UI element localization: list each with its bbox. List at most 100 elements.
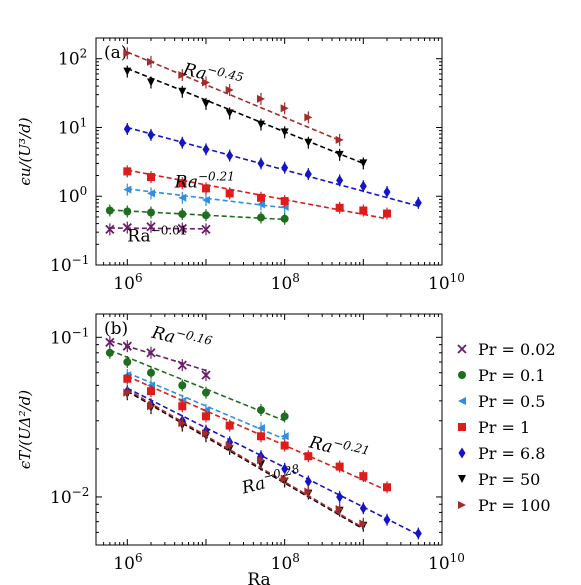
panel-b: 106 108 1010 10−2 10−1 ϵT/(UΔ²/d) Ra (b) Ra−0.16… <box>16 313 465 585</box>
legend-label: Pr = 100 <box>478 496 551 515</box>
data-point <box>146 348 156 358</box>
y-tick-label: 100 <box>58 184 87 207</box>
data-point <box>225 86 234 95</box>
x-tick-label: 106 <box>113 551 142 574</box>
data-point <box>225 421 234 430</box>
data-point <box>225 109 234 118</box>
annotation: Ra−0.01 <box>127 223 187 246</box>
annotation: Ra−0.28 <box>238 461 303 498</box>
data-point <box>335 150 344 159</box>
legend-label: Pr = 0.02 <box>478 340 556 359</box>
data-point <box>177 223 187 234</box>
data-point <box>178 70 187 79</box>
y-tick-label: 101 <box>58 115 87 138</box>
data-point <box>105 337 115 347</box>
series-Pr50 <box>123 388 368 532</box>
data-point <box>226 150 234 162</box>
y-axis-label: ϵu/(U³/d) <box>16 117 34 185</box>
data-point <box>359 472 368 481</box>
data-point <box>256 213 265 222</box>
y-tick-label: 10−1 <box>50 253 89 276</box>
data-point <box>146 402 155 411</box>
data-point <box>225 441 234 450</box>
data-point <box>146 368 155 377</box>
series-Pr002 <box>105 220 211 236</box>
data-point <box>147 129 155 141</box>
data-point <box>280 197 289 206</box>
data-point <box>359 519 368 528</box>
data-point <box>359 159 368 168</box>
data-point <box>201 224 211 234</box>
legend-label: Pr = 0.5 <box>478 392 545 411</box>
series-Pr100 <box>123 47 344 146</box>
data-point <box>201 370 211 380</box>
x-axis-label: Ra <box>247 570 270 585</box>
series-Pr68 <box>123 385 422 540</box>
data-point <box>146 173 155 182</box>
legend-marker <box>458 447 466 459</box>
data-point <box>201 412 210 421</box>
data-point <box>256 432 265 441</box>
fit-line <box>126 390 364 530</box>
data-point <box>201 184 210 193</box>
data-point <box>123 207 132 216</box>
data-point <box>201 388 210 397</box>
data-point <box>256 424 265 433</box>
data-point <box>123 167 132 176</box>
data-point <box>257 157 265 169</box>
data-point <box>383 514 391 526</box>
fit-line <box>127 126 419 207</box>
plot-frame <box>95 37 443 266</box>
data-point <box>280 128 289 137</box>
data-point <box>281 162 289 174</box>
annotation: Ra−0.21 <box>174 169 235 192</box>
data-point <box>335 462 344 471</box>
data-point <box>335 505 344 514</box>
data-point <box>146 57 155 66</box>
data-point <box>146 78 155 87</box>
data-point <box>280 412 289 421</box>
data-point <box>304 113 313 122</box>
fit-line <box>127 67 364 165</box>
legend-marker <box>458 397 466 405</box>
legend-marker <box>458 423 466 431</box>
y-tick-label: 10−1 <box>50 325 89 348</box>
data-point <box>177 360 187 370</box>
data-point <box>201 211 210 220</box>
fit-line <box>109 340 207 372</box>
data-point <box>304 487 313 496</box>
data-point <box>178 137 186 149</box>
annotation-text: Ra−0.16 <box>149 320 214 357</box>
data-point <box>178 179 187 188</box>
data-point <box>123 49 132 58</box>
data-point <box>201 99 210 108</box>
data-point <box>201 78 210 87</box>
annotation-text: Ra−0.01 <box>127 223 187 246</box>
annotation-text: Ra−0.28 <box>238 461 303 498</box>
y-tick-label: 102 <box>58 47 87 70</box>
series-Pr100 <box>123 386 368 530</box>
data-point <box>256 456 265 465</box>
data-point <box>146 208 155 217</box>
y-tick-label: 10−2 <box>50 485 89 508</box>
fit-line <box>126 387 419 536</box>
data-point <box>105 348 114 357</box>
data-point <box>280 104 289 113</box>
data-point <box>105 224 115 234</box>
data-point <box>383 186 391 198</box>
series-Pr68 <box>123 122 422 209</box>
x-tick-label: 1010 <box>428 551 465 574</box>
data-point <box>202 143 210 155</box>
data-point <box>178 210 187 219</box>
data-point <box>201 196 210 205</box>
data-point <box>123 123 131 135</box>
y-axis-label: ϵT/(UΔ²/d) <box>16 390 34 469</box>
legend-label: Pr = 50 <box>478 470 540 489</box>
data-point <box>280 474 289 483</box>
annotation-text: Ra−0.21 <box>174 169 235 192</box>
panel-label: (b) <box>104 319 128 339</box>
data-point <box>383 209 392 218</box>
series-Pr01 <box>105 346 289 423</box>
legend-marker <box>458 475 466 483</box>
panel-a: 106 108 1010 10−1 100 101 102 ϵu/(U³/d) (a) Ra−0.… <box>16 37 465 294</box>
